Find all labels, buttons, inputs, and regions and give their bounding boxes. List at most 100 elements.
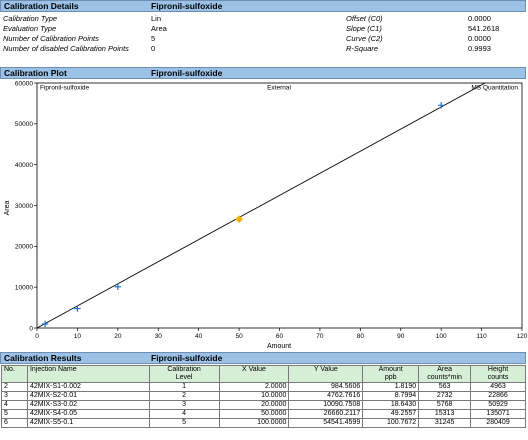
- cell-amount: 1.8190: [362, 382, 420, 392]
- x-tick-label: 60: [276, 333, 284, 340]
- cell-no: 6: [1, 418, 28, 428]
- data-point-marker: [41, 320, 49, 328]
- table-row: 3 42MIX-S2-0.01 2 10.0000 4762.7616 8.79…: [1, 391, 526, 401]
- detail-value-num-points: 5: [151, 34, 156, 43]
- cell-injection-name: 42MIX-S3-0.02: [26, 400, 150, 410]
- results-header-bar: Calibration Results Fipronil-sulfoxide: [0, 352, 526, 364]
- data-point-marker: [437, 102, 445, 109]
- y-tick-label: 40000: [15, 162, 33, 169]
- detail-label-num-points: Number of Calibration Points: [3, 34, 99, 43]
- cell-injection-name: 42MIX-S1-0.002: [26, 382, 150, 392]
- cell-level: 2: [148, 391, 220, 401]
- cell-x-value: 10.0000: [218, 391, 290, 401]
- plot-top-center-label: External: [267, 85, 291, 92]
- y-tick-label: 0: [29, 325, 33, 332]
- table-row: 6 42MIX-S5-0.1 5 100.0000 54541.4599 100…: [1, 418, 526, 428]
- detail-label-r-square: R-Square: [346, 44, 379, 53]
- plot-top-left-label: Fipronil-sulfoxide: [40, 85, 90, 92]
- detail-label-calibration-type: Calibration Type: [3, 14, 58, 23]
- x-tick-label: 120: [517, 333, 528, 340]
- col-header-y-value: Y Value: [288, 365, 364, 383]
- cell-y-value: 54541.4599: [288, 418, 364, 428]
- table-row: 5 42MIX-S4-0.05 4 50.0000 26660.2117 49.…: [1, 409, 526, 419]
- x-tick-label: 30: [155, 333, 163, 340]
- detail-value-slope: 541.2618: [468, 24, 500, 33]
- x-tick-label: 90: [397, 333, 405, 340]
- col-header-x-value: X Value: [218, 365, 290, 383]
- x-tick-label: 50: [235, 333, 243, 340]
- cell-height: 280409: [470, 418, 526, 428]
- cell-no: 3: [1, 391, 28, 401]
- details-header-title: Calibration Details: [4, 1, 79, 11]
- x-tick-label: 100: [436, 333, 447, 340]
- results-header-title: Calibration Results: [4, 353, 82, 363]
- cell-level: 4: [148, 409, 220, 419]
- table-row: 2 42MIX-S1-0.002 1 2.0000 984.5606 1.819…: [1, 382, 526, 392]
- plot-top-right-label: MS Quantitation: [471, 85, 518, 92]
- cell-x-value: 2.0000: [218, 382, 290, 392]
- cell-area: 15313: [418, 409, 472, 419]
- cell-x-value: 100.0000: [218, 418, 290, 428]
- y-tick-label: 20000: [15, 244, 33, 251]
- cell-x-value: 20.0000: [218, 400, 290, 410]
- cell-area: 2732: [418, 391, 472, 401]
- axis-ticks: 0 10 20 30 40 50 60 70 80 90 100 110 120 0 10000 20000 3…: [15, 80, 528, 340]
- cell-no: 4: [1, 400, 28, 410]
- y-tick-label: 60000: [15, 80, 33, 87]
- cell-injection-name: 42MIX-S4-0.05: [26, 409, 150, 419]
- data-point-marker: [235, 215, 243, 224]
- x-tick-label: 40: [195, 333, 203, 340]
- cell-x-value: 50.0000: [218, 409, 290, 419]
- col-header-area: Area counts*min: [418, 365, 472, 383]
- cell-area: 31245: [418, 418, 472, 428]
- col-header-no: No.: [1, 365, 28, 383]
- y-tick-label: 50000: [15, 121, 33, 128]
- table-row: 4 42MIX-S3-0.02 3 20.0000 10090.7508 18.…: [1, 400, 526, 410]
- x-axis-label: Amount: [267, 343, 291, 350]
- plot-area: [36, 82, 523, 329]
- cell-injection-name: 42MIX-S2-0.01: [26, 391, 150, 401]
- cell-y-value: 10090.7508: [288, 400, 364, 410]
- calibration-chart: Fipronil-sulfoxide External MS Quantitat…: [4, 80, 528, 350]
- plot-header-bar: Calibration Plot Fipronil-sulfoxide: [0, 67, 526, 79]
- detail-label-slope: Slope (C1): [346, 24, 382, 33]
- detail-value-r-square: 0.9993: [468, 44, 491, 53]
- details-header-bar: Calibration Details Fipronil-sulfoxide: [0, 0, 526, 12]
- cell-height: 50929: [470, 400, 526, 410]
- col-header-amount: Amount ppb: [362, 365, 420, 383]
- cell-no: 5: [1, 409, 28, 419]
- cell-y-value: 984.5606: [288, 382, 364, 392]
- plot-header-title: Calibration Plot: [4, 68, 67, 78]
- cell-area: 563: [418, 382, 472, 392]
- cell-amount: 100.7672: [362, 418, 420, 428]
- detail-label-num-disabled: Number of disabled Calibration Points: [3, 44, 129, 53]
- cell-amount: 18.6430: [362, 400, 420, 410]
- x-tick-label: 80: [357, 333, 365, 340]
- col-header-calibration-level: Calibration Level: [148, 365, 220, 383]
- y-tick-label: 30000: [15, 203, 33, 210]
- x-tick-label: 0: [35, 333, 39, 340]
- fit-line-group: [36, 82, 486, 329]
- data-point-marker: [114, 283, 122, 290]
- detail-label-curve: Curve (C2): [346, 34, 383, 43]
- results-header-row: No. Injection Name Calibration Level X Va…: [1, 365, 526, 383]
- x-tick-label: 20: [114, 333, 122, 340]
- results-table: No. Injection Name Calibration Level X Va…: [1, 365, 526, 428]
- cell-no: 2: [1, 382, 28, 392]
- detail-value-curve: 0.0000: [468, 34, 491, 43]
- data-points-group: [41, 102, 445, 328]
- detail-label-offset: Offset (C0): [346, 14, 383, 23]
- cell-y-value: 4762.7616: [288, 391, 364, 401]
- calibration-fit-line: [36, 82, 486, 329]
- col-header-injection-name: Injection Name: [26, 365, 150, 383]
- cell-y-value: 26660.2117: [288, 409, 364, 419]
- col-header-height: Height counts: [470, 365, 526, 383]
- y-axis-label: Area: [4, 201, 11, 216]
- detail-value-calibration-type: Lin: [151, 14, 162, 23]
- cell-amount: 8.7994: [362, 391, 420, 401]
- cell-height: 22866: [470, 391, 526, 401]
- results-header-compound: Fipronil-sulfoxide: [151, 353, 223, 363]
- data-point-marker: [74, 305, 81, 312]
- detail-value-evaluation-type: Area: [151, 24, 167, 33]
- detail-value-offset: 0.0000: [468, 14, 491, 23]
